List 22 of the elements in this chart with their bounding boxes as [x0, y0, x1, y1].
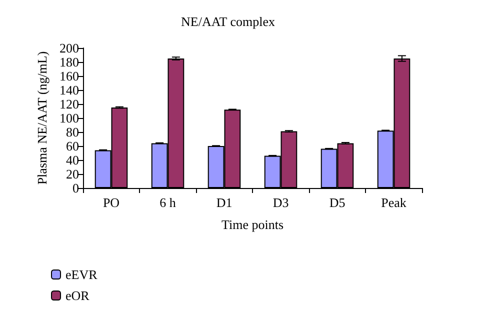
- y-tick-label: 200: [60, 40, 79, 56]
- y-tick-label: 40: [66, 152, 79, 168]
- x-axis-title: Time points: [221, 217, 284, 232]
- y-tick-label: 120: [60, 96, 79, 112]
- chart-title: NE/AAT complex: [181, 14, 276, 29]
- y-tick-label: 20: [66, 166, 79, 182]
- x-tick-label: Peak: [381, 195, 407, 210]
- x-tick-label: D3: [272, 195, 289, 210]
- y-tick-label: 0: [72, 180, 79, 196]
- x-tick-label: PO: [102, 195, 120, 210]
- y-tick-label: 60: [66, 138, 79, 154]
- x-tick-label: D1: [216, 195, 232, 210]
- x-tick-label: D5: [329, 195, 346, 210]
- x-tick-label: 6 h: [160, 195, 176, 210]
- legend-label: eOR: [66, 288, 90, 303]
- y-tick-label: 80: [66, 124, 79, 140]
- y-tick-label: 180: [60, 54, 79, 70]
- y-tick-label: 160: [60, 68, 79, 84]
- y-axis-title: Plasma NE/AAT (ng/mL): [34, 51, 50, 185]
- y-tick-label: 100: [60, 110, 79, 126]
- legend-label: eEVR: [66, 267, 98, 282]
- y-tick-label: 140: [60, 82, 79, 98]
